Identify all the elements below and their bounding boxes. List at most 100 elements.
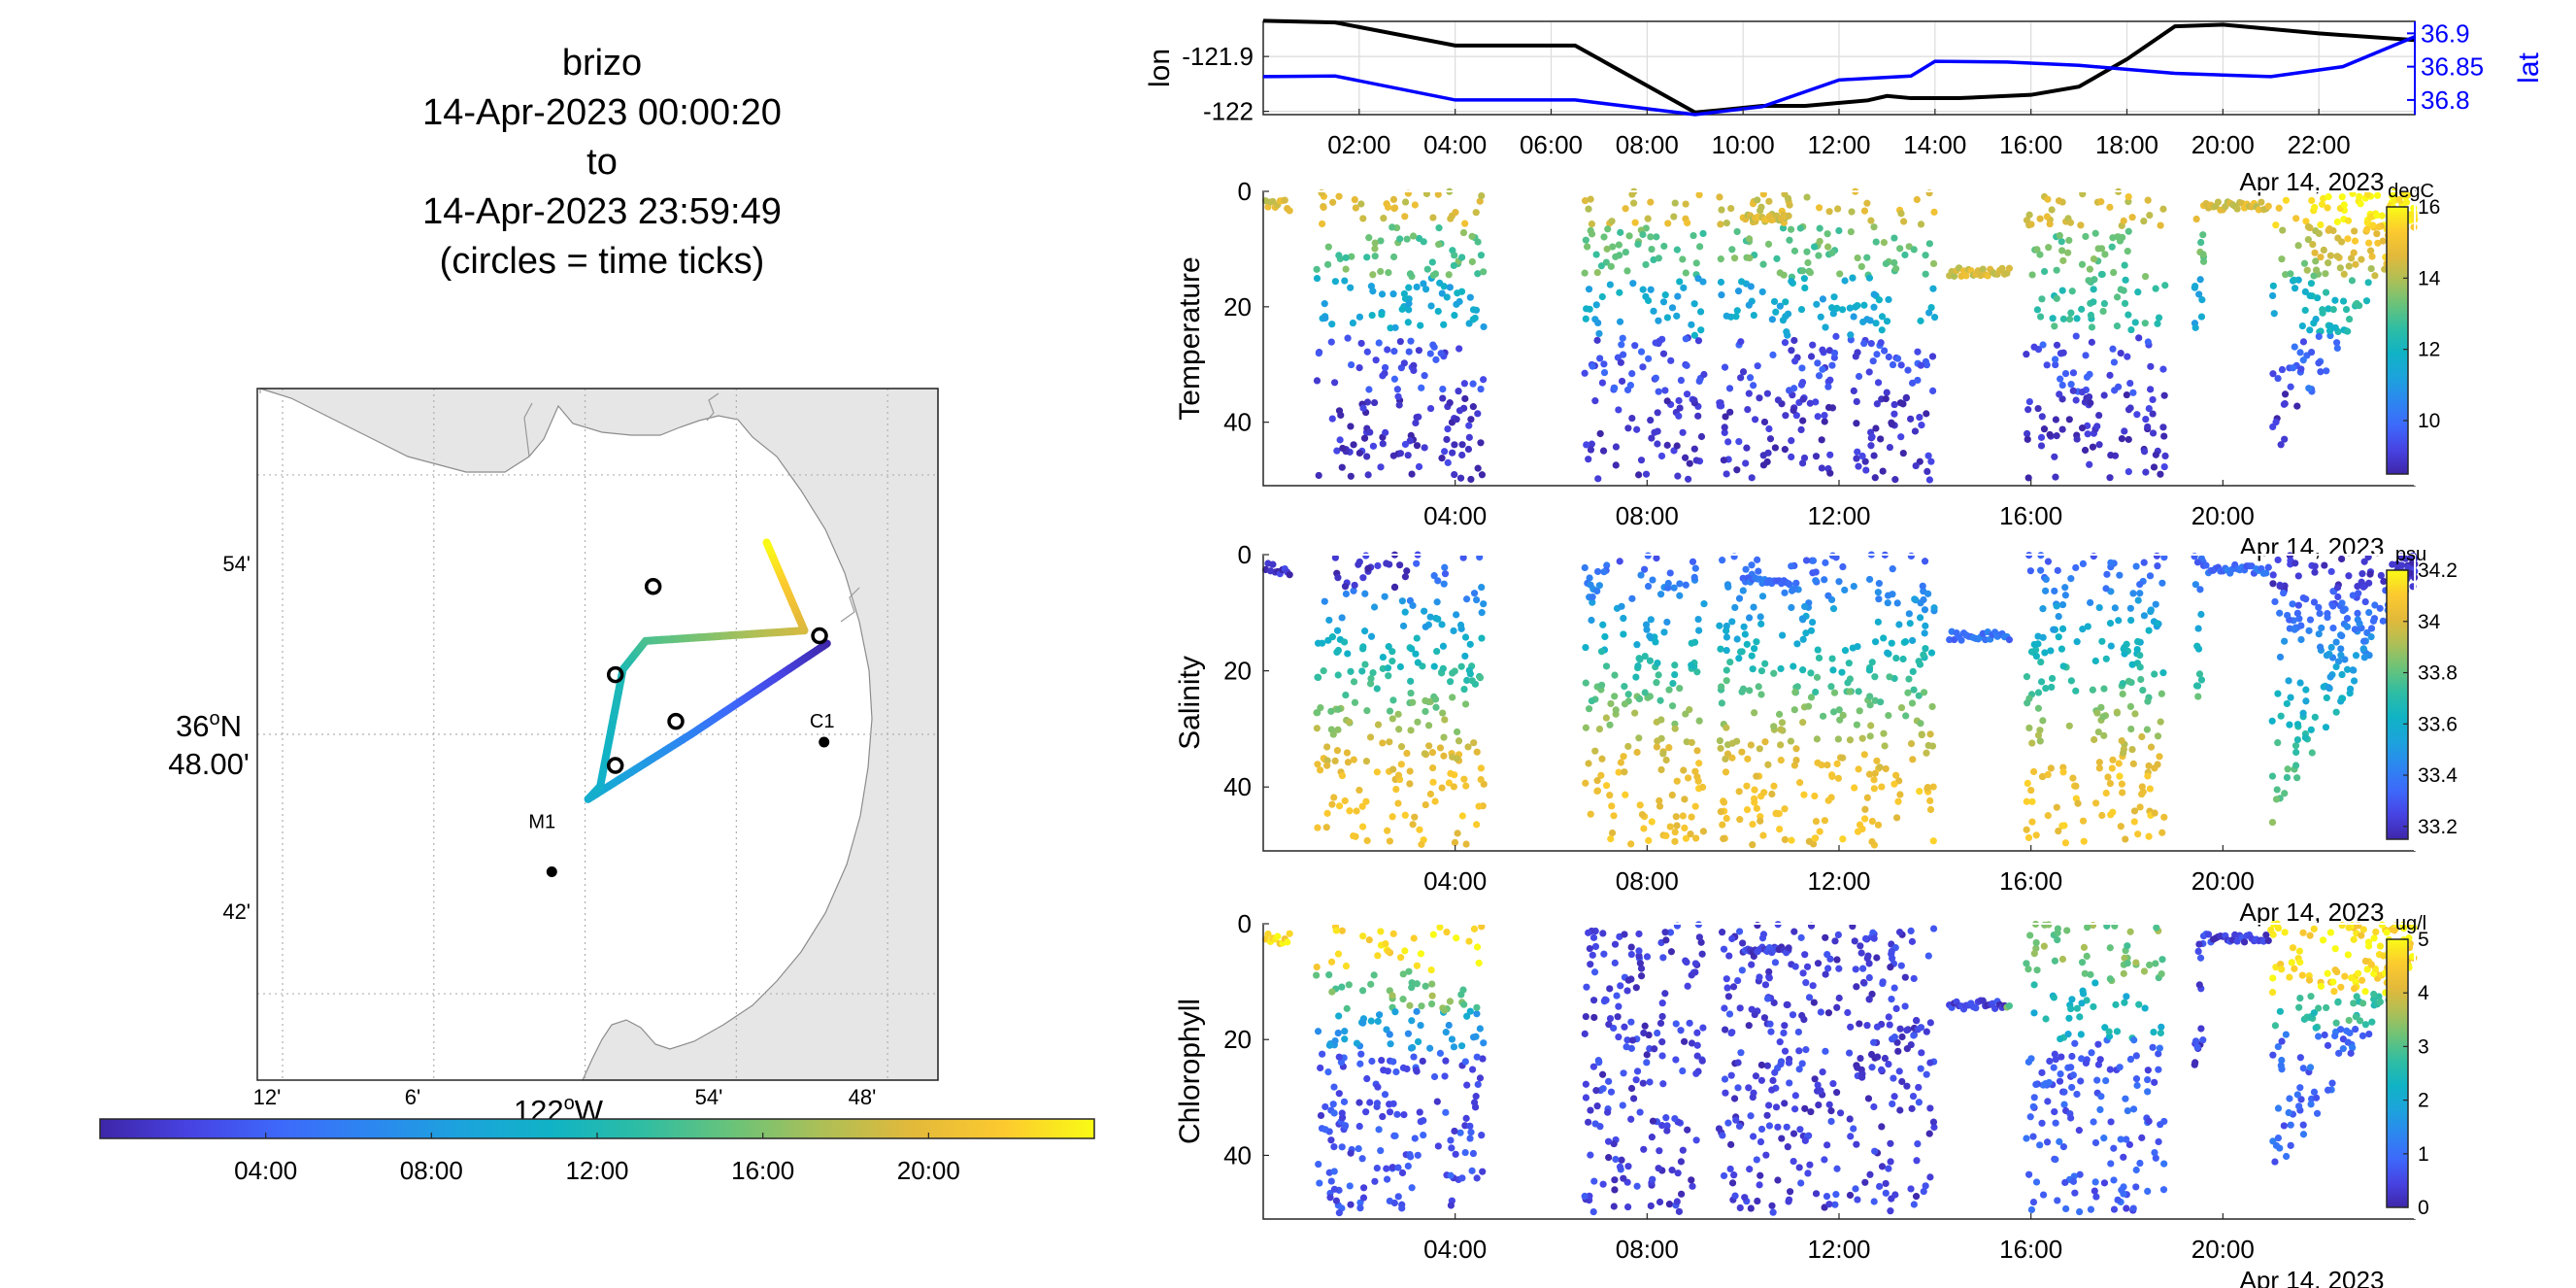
chlorophyll-data-point bbox=[2281, 929, 2289, 936]
salinity-data-point bbox=[2354, 609, 2361, 617]
chlorophyll-data-point bbox=[1769, 1076, 1777, 1085]
temperature-data-point bbox=[2082, 352, 2090, 359]
salinity-data-point bbox=[2284, 765, 2292, 773]
salinity-data-point bbox=[1475, 802, 1483, 810]
chlorophyll-data-point bbox=[1679, 1146, 1687, 1154]
chlorophyll-data-point bbox=[2120, 969, 2127, 977]
salinity-data-point bbox=[1821, 576, 1828, 584]
title-line-1: brizo bbox=[561, 43, 643, 84]
temperature-data-point bbox=[1405, 348, 1413, 356]
salinity-data-point bbox=[1324, 636, 1332, 644]
salinity-data-point bbox=[2299, 709, 2307, 717]
temperature-data-point bbox=[1417, 322, 1424, 329]
temperature-data-point bbox=[1592, 251, 1600, 258]
salinity-data-point bbox=[2156, 753, 2163, 761]
chlorophyll-data-point bbox=[2146, 961, 2154, 969]
temperature-data-point bbox=[1476, 197, 1484, 205]
chlorophyll-data-point bbox=[1815, 1101, 1823, 1109]
chlorophyll-data-point bbox=[2312, 1024, 2320, 1032]
chlorophyll-data-point bbox=[1582, 1080, 1589, 1088]
chlorophyll-data-point bbox=[1896, 1106, 1904, 1114]
chlorophyll-data-point bbox=[1756, 1181, 1763, 1189]
temperature-data-point bbox=[1446, 284, 1454, 291]
salinity-data-point bbox=[1870, 785, 1878, 793]
temperature-data-point bbox=[1467, 416, 1475, 424]
salinity-data-point bbox=[1671, 829, 1679, 836]
salinity-data-point bbox=[1799, 719, 1807, 727]
temperature-data-point bbox=[2126, 379, 2134, 388]
chlorophyll-data-point bbox=[1869, 929, 1877, 936]
salinity-data-point bbox=[2268, 818, 2277, 827]
chlorophyll-data-point bbox=[2068, 1083, 2076, 1092]
salinity-data-point bbox=[1793, 683, 1801, 691]
chlorophyll-data-point bbox=[1342, 962, 1351, 970]
chlorophyll-data-point bbox=[1317, 1111, 1325, 1120]
chlorophyll-data-point bbox=[2096, 1056, 2104, 1064]
salinity-data-point bbox=[2376, 604, 2384, 612]
temperature-data-point bbox=[2197, 238, 2205, 247]
chlorophyll-data-point bbox=[1651, 1045, 1658, 1053]
chlorophyll-data-point bbox=[2064, 1031, 2072, 1038]
temperature-data-point bbox=[1690, 445, 1698, 453]
salinity-data-point bbox=[1923, 749, 1930, 757]
salinity-data-point bbox=[1904, 689, 1912, 696]
chlorophyll-data-point bbox=[2110, 1144, 2118, 1152]
chlorophyll-data-point bbox=[2069, 1177, 2078, 1185]
chlorophyll-data-point bbox=[1791, 1092, 1799, 1100]
temperature-data-point bbox=[1422, 286, 1430, 293]
salinity-data-point bbox=[1355, 560, 1362, 568]
temperature-data-point bbox=[1313, 274, 1321, 283]
temperature-data-point bbox=[1379, 372, 1387, 380]
temperature-data-point bbox=[1352, 204, 1359, 212]
chlorophyll-x-tick-label: 20:00 bbox=[2191, 1235, 2255, 1264]
salinity-data-point bbox=[2023, 797, 2030, 805]
salinity-data-point bbox=[1585, 760, 1592, 767]
temperature-data-point bbox=[1756, 394, 1763, 402]
salinity-data-point bbox=[1908, 699, 1917, 707]
chlorophyll-data-point bbox=[2110, 1205, 2119, 1213]
salinity-data-point bbox=[1338, 771, 1347, 780]
temperature-data-point bbox=[1420, 238, 1427, 246]
temperature-data-point bbox=[1612, 443, 1621, 451]
chlorophyll-data-point bbox=[2129, 1204, 2137, 1212]
salinity-data-point bbox=[1738, 748, 1746, 756]
salinity-data-point bbox=[1323, 762, 1331, 769]
salinity-data-point bbox=[1397, 743, 1406, 751]
salinity-data-point bbox=[2058, 625, 2067, 632]
chlorophyll-data-point bbox=[2138, 1134, 2146, 1141]
chlorophyll-data-point bbox=[1832, 1191, 1840, 1199]
temperature-colorbar bbox=[2386, 206, 2409, 475]
chlorophyll-data-point bbox=[2335, 1049, 2343, 1057]
chlorophyll-data-point bbox=[1627, 1115, 1635, 1123]
salinity-data-point bbox=[1595, 725, 1604, 733]
temperature-data-point bbox=[1370, 398, 1379, 407]
salinity-data-point bbox=[2138, 732, 2146, 741]
chlorophyll-colorbar-tick-label: 2 bbox=[2418, 1090, 2429, 1112]
chlorophyll-data-point bbox=[1923, 1028, 1930, 1035]
temperature-data-point bbox=[1923, 361, 1931, 369]
chlorophyll-data-point bbox=[1313, 971, 1321, 979]
temperature-data-point bbox=[1690, 300, 1698, 308]
temperature-x-tick-label: 16:00 bbox=[1999, 501, 2062, 530]
temperature-data-point bbox=[1890, 258, 1898, 267]
temperature-data-point bbox=[2058, 247, 2066, 254]
temperature-data-point bbox=[2087, 399, 2094, 407]
temperature-data-point bbox=[1872, 320, 1880, 327]
temperature-data-point bbox=[1695, 191, 1703, 199]
salinity-data-point bbox=[2323, 694, 2330, 702]
chlorophyll-data-point bbox=[2068, 1052, 2076, 1061]
chlorophyll-data-point bbox=[1413, 1007, 1421, 1015]
chlorophyll-data-point bbox=[2079, 987, 2087, 995]
lonlat-right-ylabel: lat bbox=[2513, 51, 2545, 83]
salinity-data-point bbox=[1670, 584, 1678, 592]
temperature-data-point bbox=[1657, 452, 1666, 460]
salinity-data-point bbox=[1600, 568, 1608, 576]
chlorophyll-data-point bbox=[1274, 932, 1282, 940]
chlorophyll-data-point bbox=[1918, 1049, 1925, 1057]
salinity-data-point bbox=[1401, 608, 1409, 616]
lonlat-x-tick-label: 02:00 bbox=[1327, 130, 1390, 159]
temperature-data-point bbox=[1375, 339, 1383, 347]
temperature-data-point bbox=[2030, 343, 2038, 351]
salinity-data-point bbox=[1802, 629, 1810, 637]
salinity-data-point bbox=[2326, 673, 2334, 681]
